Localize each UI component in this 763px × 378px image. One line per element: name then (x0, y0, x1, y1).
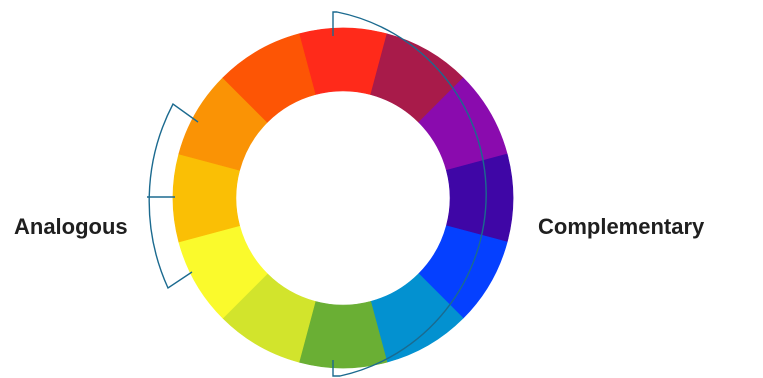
complementary-label: Complementary (538, 214, 705, 239)
analogous-bracket (147, 102, 199, 290)
analogous-label: Analogous (14, 214, 128, 239)
brackets (147, 11, 487, 377)
complementary-bracket (332, 11, 487, 377)
wheel-segment-12 (222, 33, 316, 123)
color-wheel (172, 27, 514, 369)
